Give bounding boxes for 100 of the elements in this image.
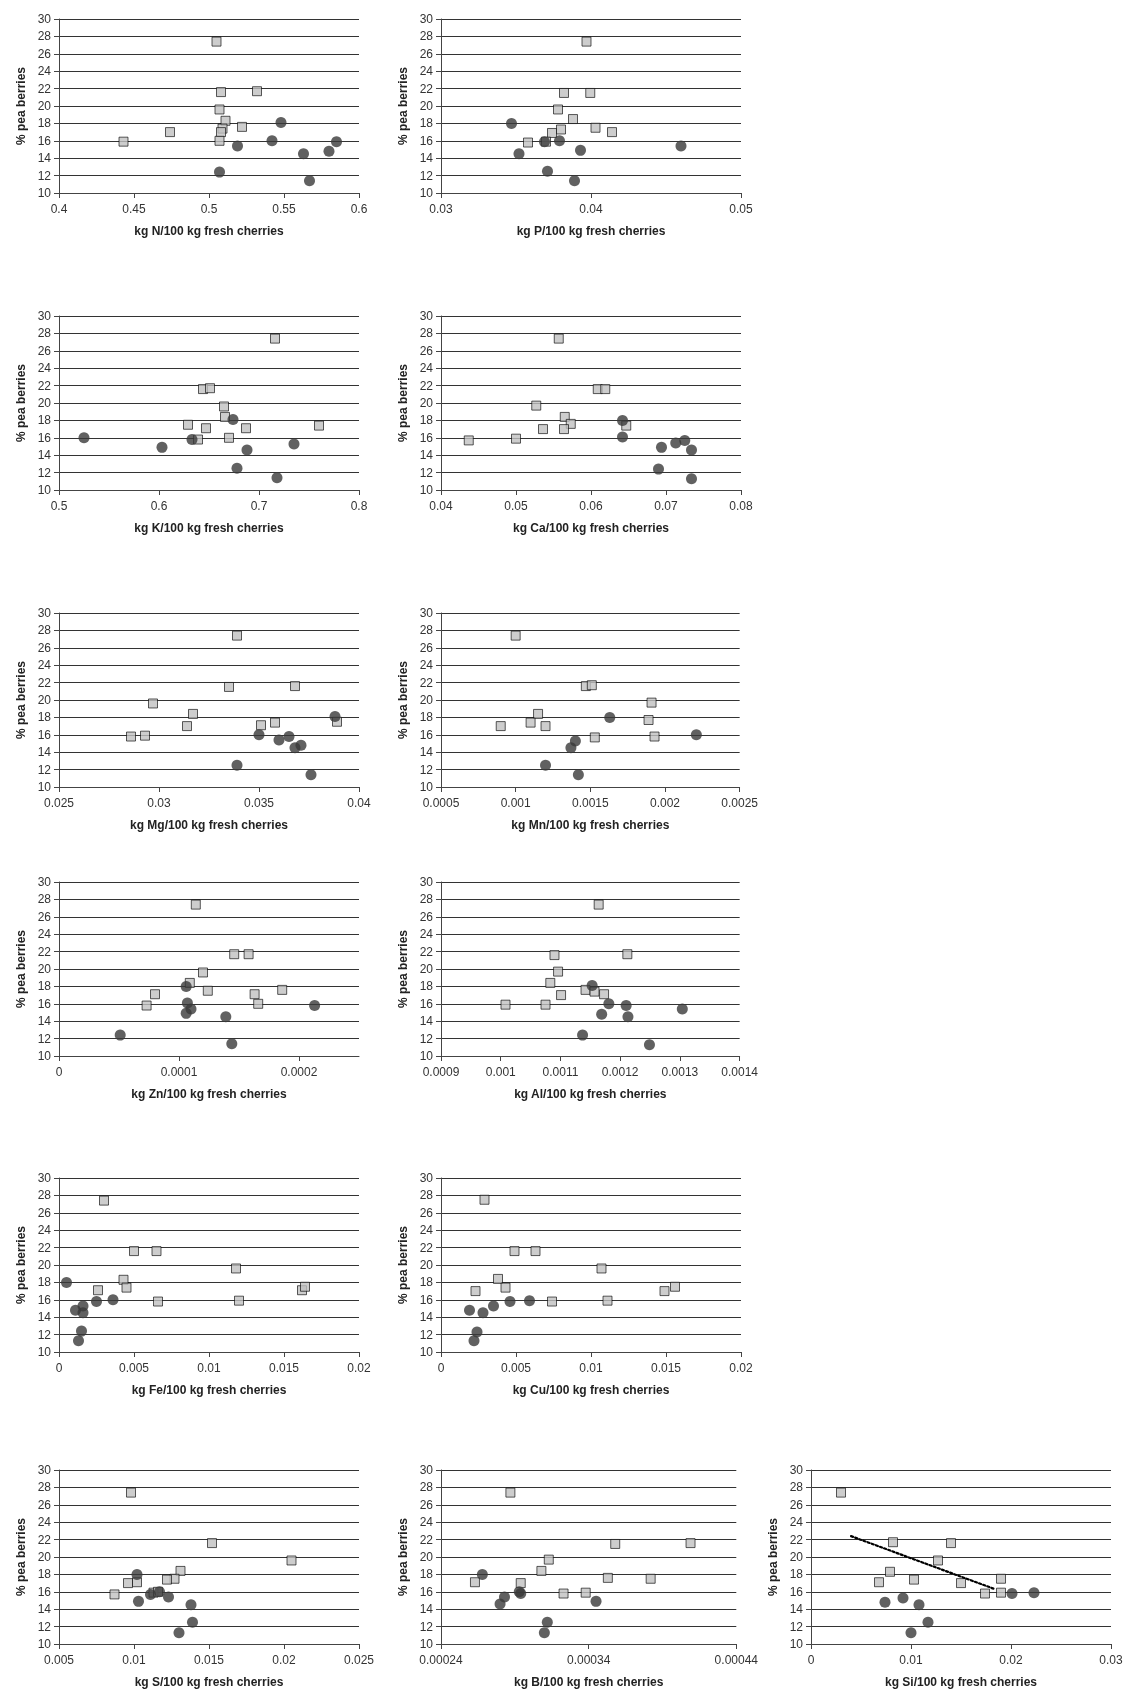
x-tick-label: 0.035 [243,796,275,810]
x-tick-label: 0.04 [347,796,371,810]
y-tick-label: 16 [789,1584,804,1599]
y-tick-label: 24 [789,1515,804,1530]
x-axis-title: kg S/100 kg fresh cherries [134,1675,284,1689]
x-tick-label: 0.0013 [661,1065,699,1079]
y-tick-label: 26 [37,1205,52,1220]
y-tick-label: 28 [419,1480,434,1495]
x-axis-title: kg Si/100 kg fresh cherries [884,1675,1038,1689]
x-tick-label: 0.0011 [542,1065,579,1079]
y-tick-label: 26 [789,1497,804,1512]
x-axis-title: kg Mn/100 kg fresh cherries [511,818,670,832]
x-tick-label: 0.015 [650,1361,682,1375]
y-tick-label: 20 [37,962,52,976]
y-axis-title: % pea berries [13,363,28,443]
y-tick-label: 12 [789,1619,804,1634]
y-tick-label: 16 [37,996,52,1011]
y-axis-title: % pea berries [395,66,410,146]
y-tick-label: 16 [37,430,52,445]
y-tick-label: 16 [419,1584,434,1599]
y-tick-label: 16 [37,133,52,148]
y-tick-label: 18 [789,1567,804,1582]
y-tick-label: 22 [419,675,434,690]
y-tick-label: 22 [37,675,52,690]
y-tick-label: 18 [37,979,52,994]
x-tick-label: 0.01 [899,1653,923,1667]
x-axis-title: kg Zn/100 kg fresh cherries [131,1087,288,1101]
y-tick-label: 28 [419,892,434,907]
y-axis-title: % pea berries [13,660,28,740]
y-tick-label: 20 [37,396,52,410]
y-tick-label: 12 [37,1327,52,1342]
y-tick-label: 18 [419,710,434,725]
y-tick-label: 28 [789,1480,804,1495]
x-axis-title: kg B/100 kg fresh cherries [513,1675,664,1689]
x-tick-label: 0.06 [579,499,603,513]
x-tick-label: 0.04 [429,499,453,513]
y-tick-label: 10 [37,780,52,794]
x-tick-label: 0.4 [50,202,68,216]
y-tick-label: 20 [419,693,434,707]
y-tick-label: 20 [37,99,52,113]
y-tick-label: 24 [37,64,52,79]
x-tick-label: 0.0005 [422,796,460,810]
x-tick-label: 0.0015 [571,796,609,810]
y-tick-label: 18 [419,1275,434,1290]
y-tick-label: 28 [37,892,52,907]
y-tick-label: 10 [419,1345,434,1359]
y-tick-label: 28 [37,326,52,341]
y-tick-label: 28 [37,29,52,44]
y-tick-label: 20 [419,962,434,976]
y-tick-label: 20 [419,1550,434,1564]
y-tick-label: 10 [37,483,52,497]
x-axis-title: kg Cu/100 kg fresh cherries [512,1383,670,1397]
x-tick-label: 0.0002 [280,1065,318,1079]
y-tick-label: 20 [37,693,52,707]
y-tick-label: 14 [419,745,434,760]
y-tick-label: 22 [37,1532,52,1547]
y-tick-label: 10 [37,1049,52,1063]
y-tick-label: 30 [37,309,52,323]
y-tick-label: 16 [419,727,434,742]
y-tick-label: 30 [789,1463,804,1477]
y-tick-label: 30 [419,1171,434,1185]
y-tick-label: 24 [37,927,52,942]
x-tick-label: 0.5 [50,499,68,513]
x-tick-label: 0.00044 [714,1653,759,1667]
x-tick-label: 0.5 [200,202,218,216]
y-tick-label: 10 [37,1345,52,1359]
y-tick-label: 12 [419,465,434,480]
x-tick-label: 0.005 [500,1361,532,1375]
y-tick-label: 10 [419,186,434,200]
y-tick-label: 12 [37,762,52,777]
y-tick-label: 24 [419,64,434,79]
x-axis-title: kg N/100 kg fresh cherries [134,224,285,238]
x-axis-title: kg P/100 kg fresh cherries [516,224,666,238]
x-tick-label: 0.0014 [721,1065,759,1079]
y-tick-label: 30 [419,875,434,889]
y-tick-label: 14 [37,1014,52,1029]
x-tick-label: 0.7 [250,499,268,513]
y-tick-label: 18 [37,1567,52,1582]
y-tick-label: 14 [37,151,52,166]
y-tick-label: 12 [37,465,52,480]
x-tick-label: 0 [55,1361,63,1375]
y-tick-label: 10 [789,1637,804,1651]
x-tick-label: 0.02 [729,1361,753,1375]
y-tick-label: 30 [419,1463,434,1477]
y-tick-label: 30 [419,309,434,323]
y-axis-title: % pea berries [395,1225,410,1305]
x-tick-label: 0.55 [272,202,296,216]
x-tick-label: 0.01 [197,1361,221,1375]
y-tick-label: 30 [37,1171,52,1185]
y-tick-label: 26 [37,640,52,655]
y-tick-label: 12 [419,1031,434,1046]
x-tick-label: 0 [437,1361,445,1375]
x-tick-label: 0.001 [500,796,531,810]
y-tick-label: 12 [419,1327,434,1342]
x-tick-label: 0.005 [43,1653,75,1667]
y-tick-label: 24 [37,1223,52,1238]
x-tick-label: 0.05 [729,202,753,216]
y-tick-label: 18 [419,413,434,428]
y-tick-label: 12 [37,168,52,183]
x-tick-label: 0.01 [122,1653,146,1667]
